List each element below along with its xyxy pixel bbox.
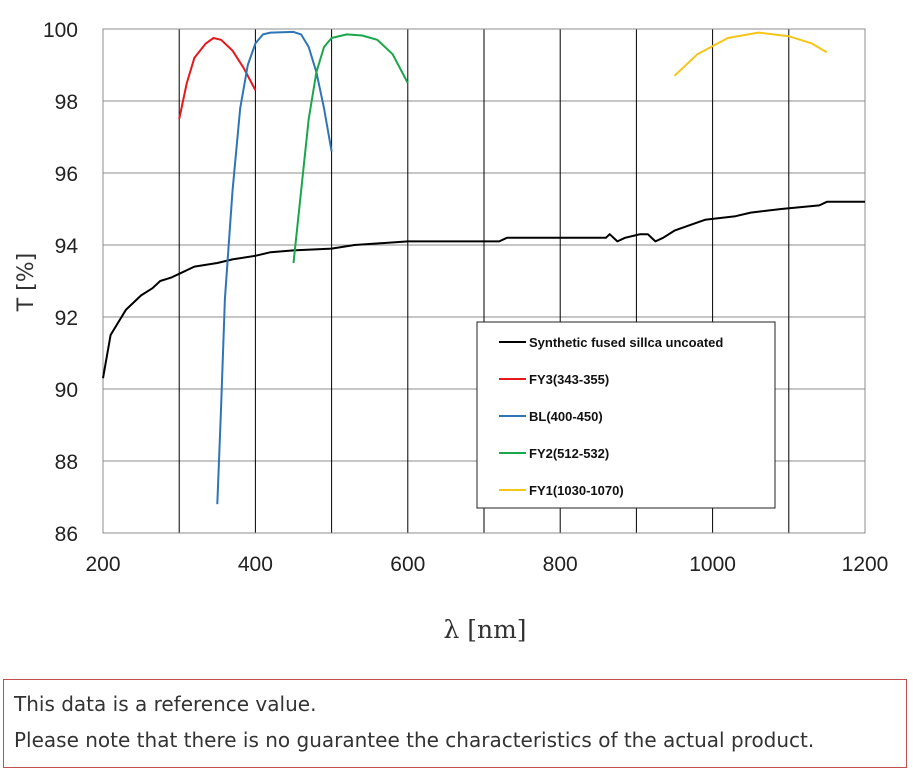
y-tick-label: 88 — [55, 451, 78, 474]
tick-labels: 86 88 90 92 94 96 98 100 200 400 600 800 1000 1200 — [43, 19, 888, 576]
x-tick-label: 600 — [390, 553, 425, 576]
y-tick-label: 90 — [55, 379, 78, 402]
x-tick-label: 200 — [85, 553, 120, 576]
x-axis-title: λ [nm] — [443, 615, 526, 644]
series-lines — [102, 30, 865, 505]
x-tick-label: 1200 — [842, 553, 889, 576]
y-tick-label: 100 — [43, 19, 78, 42]
disclaimer-line-1: This data is a reference value. — [14, 692, 317, 716]
x-tick-label: 400 — [238, 553, 273, 576]
x-tick-label: 1000 — [689, 553, 736, 576]
legend-label: FY3(343-355) — [529, 372, 609, 387]
legend-label: FY2(512-532) — [529, 446, 609, 461]
y-tick-label: 94 — [55, 235, 79, 258]
legend: Synthetic fused sillca uncoated FY3(343-3… — [476, 321, 776, 509]
series-line — [216, 30, 333, 505]
disclaimer-box: This data is a reference value. Please n… — [3, 679, 907, 768]
plot-border — [102, 28, 866, 534]
y-tick-label: 86 — [55, 523, 78, 546]
y-tick-label: 96 — [55, 163, 78, 186]
disclaimer-line-2: Please note that there is no guarantee t… — [14, 728, 815, 752]
legend-label: BL(400-450) — [529, 409, 603, 424]
y-tick-label: 92 — [55, 307, 78, 330]
series-line — [102, 200, 865, 379]
series-line — [178, 37, 257, 120]
y-axis-title: T [%] — [14, 253, 39, 313]
x-tick-label: 800 — [543, 553, 578, 576]
legend-box — [476, 321, 776, 509]
legend-label: FY1(1030-1070) — [529, 483, 624, 498]
series-line — [292, 33, 409, 264]
y-tick-label: 98 — [55, 91, 78, 114]
series-line — [673, 31, 828, 77]
transmittance-chart: 86 88 90 92 94 96 98 100 200 400 600 800 1000 1200 λ … — [14, 19, 888, 644]
legend-label: Synthetic fused sillca uncoated — [529, 335, 723, 350]
